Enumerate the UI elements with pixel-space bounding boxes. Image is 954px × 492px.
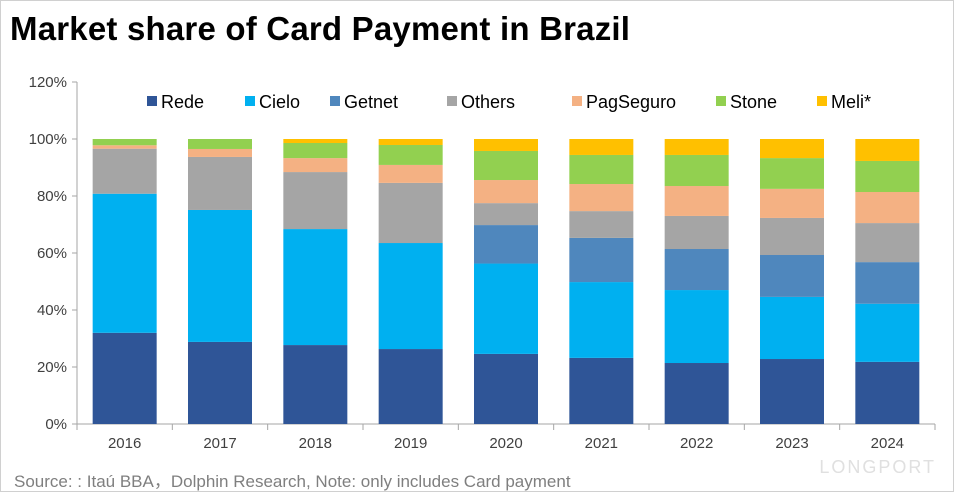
bar-stone-2019 [378,144,443,165]
bar-rede-2016 [92,332,157,424]
bar-getnet-2024 [855,262,920,304]
bar-stone-2022 [664,154,729,187]
bar-meli-2022 [664,139,729,155]
bar-others-2018 [283,172,348,230]
bar-rede-2024 [855,361,920,424]
y-tick-label: 40% [37,302,67,319]
bar-meli-2021 [569,139,634,155]
legend-swatch-others [447,96,457,106]
bar-others-2017 [188,156,252,210]
legend-label: Meli* [831,92,871,112]
legend-label: Cielo [259,92,300,112]
x-tick-label: 2022 [680,435,713,452]
bar-others-2016 [92,148,157,194]
bar-rede-2023 [760,359,824,424]
bar-stone-2020 [474,150,538,181]
legend-swatch-getnet [330,96,340,106]
watermark: LONGPORT [819,457,936,477]
legend-label: PagSeguro [586,92,676,112]
bar-cielo-2017 [188,209,252,342]
bar-getnet-2022 [664,249,729,291]
x-tick-label: 2024 [871,435,904,452]
bar-cielo-2022 [664,290,729,364]
legend-swatch-rede [147,96,157,106]
bar-meli-2024 [855,139,920,161]
x-tick-label: 2020 [489,435,522,452]
bar-stone-2023 [760,158,824,189]
bar-cielo-2024 [855,303,920,362]
bar-meli-2018 [283,139,348,143]
legend-label: Stone [730,92,777,112]
x-tick-label: 2018 [299,435,332,452]
bar-getnet-2020 [474,225,538,264]
bar-stone-2024 [855,160,920,193]
bar-stone-2021 [569,154,634,185]
bar-meli-2020 [474,139,538,151]
bar-pagseguro-2016 [92,145,157,149]
bar-getnet-2023 [760,254,824,297]
bar-cielo-2023 [760,296,824,360]
bar-cielo-2016 [92,193,157,333]
bar-others-2024 [855,223,920,263]
x-tick-label: 2023 [775,435,808,452]
legend-label: Rede [161,92,204,112]
bar-pagseguro-2017 [188,148,252,157]
y-tick-label: 120% [29,74,67,91]
bar-cielo-2019 [378,243,443,350]
bar-others-2020 [474,203,538,226]
bar-cielo-2018 [283,229,348,346]
bar-pagseguro-2021 [569,184,634,212]
x-tick-label: 2017 [203,435,236,452]
bar-meli-2023 [760,139,824,159]
legend-swatch-stone [716,96,726,106]
bar-pagseguro-2019 [378,164,443,183]
y-tick-label: 20% [37,359,67,376]
bar-rede-2022 [664,363,729,424]
bar-pagseguro-2018 [283,158,348,173]
bar-stone-2017 [188,139,252,149]
bar-stone-2016 [92,139,157,146]
bar-others-2022 [664,215,729,250]
bar-getnet-2021 [569,237,634,283]
x-tick-label: 2016 [108,435,141,452]
source-note: Source: : Itaú BBA，Dolphin Research, Not… [14,472,571,491]
chart-title: Market share of Card Payment in Brazil [10,10,631,47]
bar-rede-2019 [378,349,443,424]
legend-swatch-pagseguro [572,96,582,106]
bar-pagseguro-2020 [474,180,538,204]
bar-meli-2019 [378,139,443,145]
bar-others-2023 [760,217,824,255]
bar-rede-2018 [283,345,348,424]
y-tick-label: 0% [45,416,67,433]
y-tick-label: 100% [29,131,67,148]
legend-swatch-cielo [245,96,255,106]
bar-rede-2021 [569,357,634,424]
bar-pagseguro-2022 [664,186,729,216]
bar-pagseguro-2023 [760,188,824,218]
bar-others-2019 [378,182,443,244]
y-tick-label: 80% [37,188,67,205]
bar-pagseguro-2024 [855,192,920,224]
x-tick-label: 2021 [585,435,618,452]
bar-cielo-2021 [569,282,634,358]
legend-swatch-meli [817,96,827,106]
x-tick-label: 2019 [394,435,427,452]
bar-rede-2020 [474,353,538,424]
legend-label: Getnet [344,92,398,112]
y-tick-label: 60% [37,245,67,262]
bar-cielo-2020 [474,263,538,354]
legend-label: Others [461,92,515,112]
bar-rede-2017 [188,341,252,424]
bar-others-2021 [569,211,634,238]
bar-stone-2018 [283,142,348,159]
